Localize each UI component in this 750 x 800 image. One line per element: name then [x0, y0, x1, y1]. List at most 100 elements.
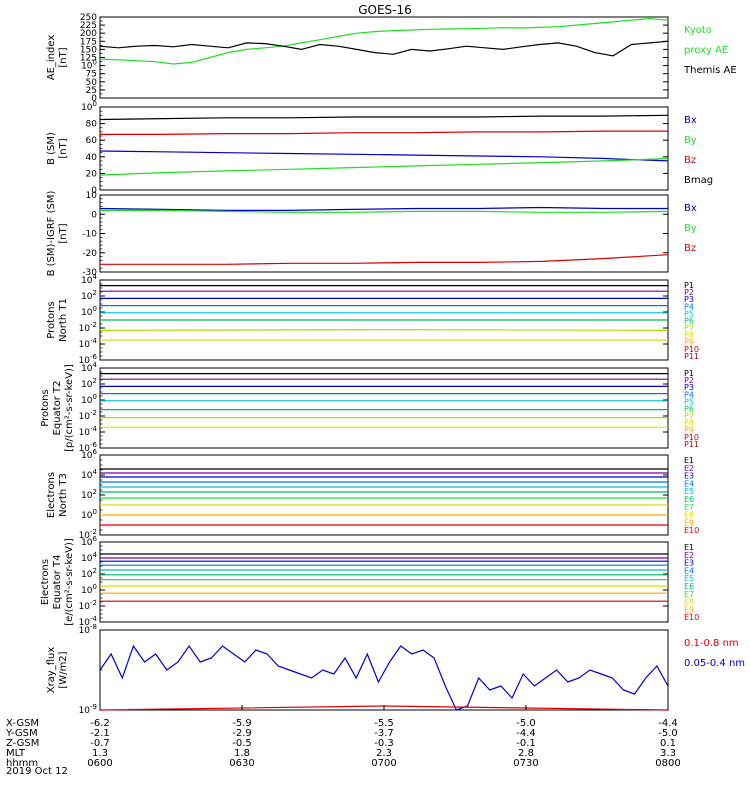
panel-frame: [99, 194, 669, 273]
y-tick-label: 0: [91, 186, 97, 196]
legend-entry: E2: [684, 464, 694, 473]
x-row-value: 0600: [87, 758, 112, 769]
legend-entry: Bz: [684, 155, 696, 166]
legend-entry: E9: [684, 605, 694, 614]
y-tick-label: 10-2: [79, 321, 97, 334]
legend-entry: E1: [684, 543, 694, 552]
y-axis-label: [e/(cm²-s-sr-keV)]: [64, 538, 75, 626]
x-row-label: hhmm: [6, 758, 38, 769]
y-tick-label: 75: [86, 70, 97, 80]
y-tick-label: 104: [81, 273, 97, 286]
y-tick-label: 102: [81, 377, 97, 390]
y-axis-label: B (SM)-IGRF (SM): [46, 191, 57, 277]
legend-entry: P6: [684, 404, 694, 413]
x-row-value: -2.9: [232, 728, 252, 739]
y-tick-label: 100: [81, 100, 97, 113]
x-row-value: 0630: [229, 758, 254, 769]
y-tick-label: 10-2: [79, 409, 97, 422]
legend-entry: P1: [684, 369, 694, 378]
x-row-value: 0730: [513, 758, 538, 769]
y-tick-label: 10: [86, 191, 98, 201]
legend-entry: Bx: [684, 115, 697, 126]
panel-4: 10-6 10-4 10-2 100 102 104 Protons North T1 P1P2…: [46, 273, 699, 366]
x-row-value: -5.0: [516, 718, 536, 729]
panel-frame: [99, 454, 669, 536]
y-tick-label: 100: [81, 59, 97, 72]
panel-frame: [99, 16, 669, 99]
panel-3: -30 -20 -10 0 10 B (SM)-IGRF (SM) [nT] Bx By Bz: [46, 191, 697, 278]
y-tick-label: 200: [80, 29, 97, 39]
legend-entry: By: [684, 135, 697, 146]
y-axis-label: [nT]: [58, 223, 69, 243]
x-row-label: Y-GSM: [5, 728, 38, 739]
legend-entry: E6: [684, 495, 694, 504]
x-row-value: 2.8: [518, 748, 534, 759]
y-tick-label: 104: [81, 468, 97, 481]
y-axis-label: North T1: [58, 298, 69, 342]
legend-entry: P10: [684, 345, 699, 354]
y-tick-label: 150: [80, 45, 97, 55]
legend-entry: P7: [684, 412, 694, 421]
legend-entry: E3: [684, 472, 694, 481]
y-axis-label: [nT]: [58, 47, 69, 67]
x-row-value: -2.1: [90, 728, 110, 739]
legend-entry: E10: [684, 526, 699, 535]
x-row-value: 0800: [655, 758, 680, 769]
panel-frame: [99, 106, 669, 191]
x-row-value: 1.8: [234, 748, 250, 759]
x-row-value: 0700: [371, 758, 396, 769]
legend-entry: P2: [684, 376, 694, 385]
legend-entry: E4: [684, 479, 694, 488]
legend-entry: Themis AE: [683, 65, 737, 76]
legend-entry: E1: [684, 456, 694, 465]
y-tick-label: 60: [86, 136, 98, 146]
y-tick-label: 10-6: [79, 353, 98, 366]
y-tick-label: 0: [91, 210, 97, 220]
x-row-value: -6.2: [90, 718, 110, 729]
x-row-value: -3.7: [374, 728, 394, 739]
series-line-by: [99, 157, 669, 176]
y-tick-label: 250: [80, 13, 97, 23]
x-row-label: X-GSM: [6, 718, 39, 729]
y-tick-label: 10-2: [79, 599, 97, 612]
series-line-bmag: [99, 114, 669, 121]
panel-2: 0 20 40 60 80 100 B (SM) [nT] Bx By Bz Bmag: [46, 100, 713, 196]
y-axis-label: Equator T4: [52, 555, 63, 610]
legend-entry: proxy AE: [684, 45, 728, 56]
panel-5: 10-6 10-4 10-2 100 102 104 Protons Equator T2 [p…: [40, 361, 699, 454]
y-tick-label: 100: [81, 508, 97, 521]
y-axis-label: [p/(cm²-s-sr-keV)]: [64, 364, 75, 452]
legend-entry: Bx: [684, 203, 697, 214]
y-axis-label: [W/m2]: [58, 651, 69, 688]
series-line-bz: [100, 254, 669, 265]
y-tick-label: 10-6: [79, 441, 98, 454]
y-tick-label: 175: [80, 37, 97, 47]
y-tick-label: 225: [80, 21, 97, 31]
y-tick-label: 10-2: [79, 528, 97, 541]
y-tick-label: 10-8: [79, 623, 97, 636]
y-tick-label: 100: [81, 305, 97, 318]
legend-entry: P11: [684, 352, 699, 361]
legend-entry: P11: [684, 440, 699, 449]
plot-title: GOES-16: [358, 3, 412, 17]
y-tick-label: -30: [82, 268, 97, 278]
legend-entry: P8: [684, 419, 694, 428]
y-axis-label: AE_index: [46, 35, 57, 81]
y-tick-label: 0: [91, 94, 97, 104]
x-row-value: -5.9: [232, 718, 252, 729]
y-tick-label: -20: [82, 249, 97, 259]
legend-entry: P4: [684, 390, 694, 399]
y-axis-label: [nT]: [58, 138, 69, 158]
y-axis-label: Electrons: [46, 472, 57, 518]
panel-frame: [99, 367, 669, 449]
y-tick-label: 10-4: [79, 425, 98, 438]
x-row-label: Z-GSM: [6, 738, 39, 749]
legend-entry: P2: [684, 288, 694, 297]
y-tick-label: 10-4: [79, 615, 98, 628]
legend-entry: P6: [684, 316, 694, 325]
legend-entry: P4: [684, 302, 694, 311]
series-line-bz: [100, 130, 668, 135]
y-tick-label: 100: [81, 583, 97, 596]
legend-entry: P3: [684, 295, 694, 304]
